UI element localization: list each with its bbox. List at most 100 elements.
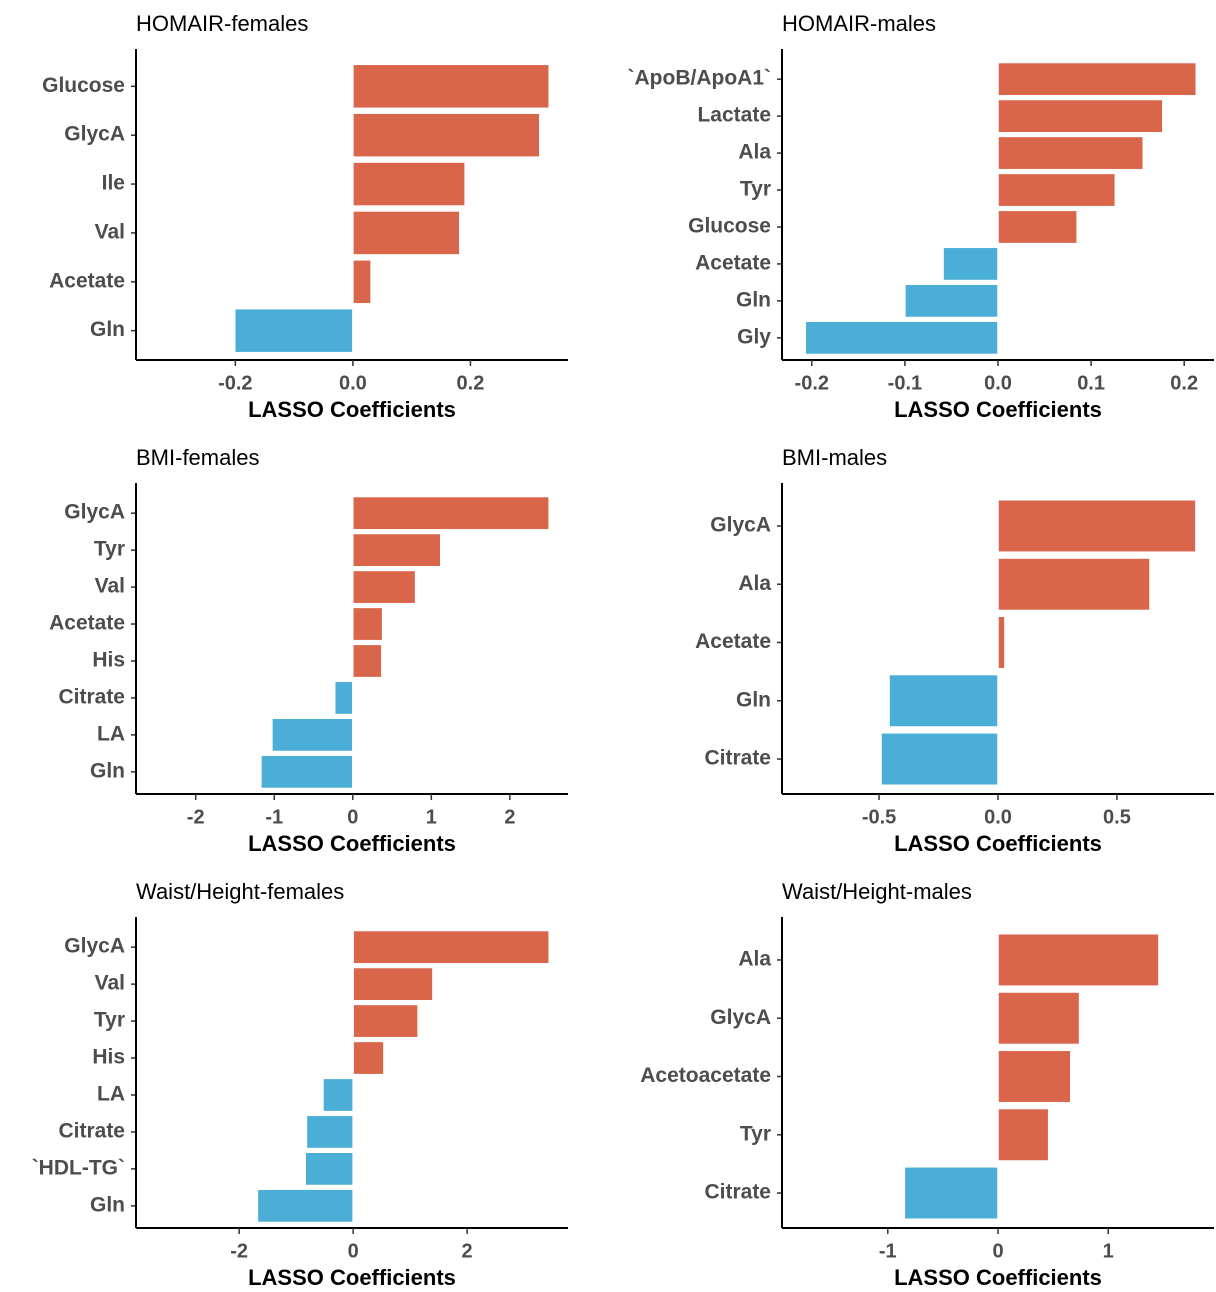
bar [352,643,383,679]
x-tick-label: 0 [992,1240,1003,1262]
y-tick-label: Gln [90,1193,125,1216]
bar [352,63,550,110]
y-tick-label: Gln [736,688,771,711]
y-tick-label: Citrate [58,685,125,708]
bar [997,98,1164,134]
y-tick-label: Val [95,220,125,243]
bar [997,172,1117,208]
x-tick-label: -0.5 [862,806,896,828]
y-tick-label: Citrate [58,1119,125,1142]
x-tick-label: -1 [879,1240,897,1262]
panel-title: HOMAIR-males [782,11,936,36]
y-tick-label: LA [97,722,125,745]
y-tick-label: Acetate [49,269,125,292]
x-tick-label: 1 [1103,1240,1114,1262]
x-tick-label: -0.2 [218,372,252,394]
bar [997,932,1160,987]
bar [804,320,999,356]
panel-title: HOMAIR-females [136,11,308,36]
y-tick-label: GlycA [64,501,125,524]
x-tick-label: 0.1 [1077,372,1105,394]
bar [352,259,372,305]
y-tick-label: Ala [738,948,771,971]
y-tick-label: GlycA [64,935,125,958]
x-tick-label: 0.2 [1170,372,1198,394]
bar [997,135,1144,171]
y-tick-label: His [92,1046,125,1069]
y-tick-label: Ala [738,141,771,164]
y-tick-label: GlycA [710,1006,771,1029]
bar [997,557,1151,612]
y-tick-label: His [92,649,125,672]
bar [997,61,1198,97]
y-tick-label: GlycA [64,123,125,146]
x-tick-label: 0 [347,806,358,828]
bar [997,615,1006,670]
bar [352,161,466,207]
bar [333,680,354,716]
panel-title: BMI-females [136,445,259,470]
bar [322,1077,354,1113]
x-tick-label: 0 [348,1240,359,1262]
y-tick-label: Acetate [695,630,771,653]
bar [352,929,550,965]
y-tick-label: Acetoacetate [640,1064,771,1087]
y-tick-label: Val [95,575,125,598]
bar [880,732,999,787]
bar [997,498,1197,553]
y-tick-label: Tyr [740,178,771,201]
y-tick-label: Citrate [704,747,771,770]
y-tick-label: Tyr [94,538,125,561]
bar [304,1151,354,1187]
y-tick-label: `ApoB/ApoA1` [628,67,771,90]
x-tick-label: 2 [504,806,515,828]
panel-title: Waist/Height-males [782,879,972,904]
x-axis-label: LASSO Coefficients [894,1265,1102,1290]
bar [352,1040,385,1076]
x-tick-label: 0.5 [1103,806,1131,828]
y-tick-label: Tyr [740,1122,771,1145]
bar [352,495,550,531]
x-tick-label: -0.2 [795,372,829,394]
bar [997,1049,1072,1104]
bar [233,307,354,354]
y-tick-label: Val [95,972,125,995]
bar [352,532,442,568]
x-tick-label: 0.0 [984,806,1012,828]
x-tick-label: -1 [265,806,283,828]
y-tick-label: Lactate [697,104,771,127]
y-tick-label: Acetate [695,251,771,274]
bar [352,966,434,1002]
y-tick-label: Ile [102,172,125,195]
x-axis-label: LASSO Coefficients [894,397,1102,422]
bar [256,1188,354,1224]
y-tick-label: Glucose [42,74,125,97]
x-tick-label: 0.0 [984,372,1012,394]
panel-title: BMI-males [782,445,887,470]
bar [352,112,541,158]
bar [271,717,354,753]
y-tick-label: Gln [736,288,771,311]
y-tick-label: GlycA [710,514,771,537]
y-tick-label: LA [97,1083,125,1106]
bar [305,1114,354,1150]
x-tick-label: -0.1 [888,372,922,394]
y-tick-label: Citrate [704,1181,771,1204]
x-tick-label: 1 [426,806,437,828]
x-axis-label: LASSO Coefficients [248,397,456,422]
x-tick-label: 2 [462,1240,473,1262]
x-tick-label: -2 [230,1240,248,1262]
bar [904,283,999,319]
y-tick-label: Acetate [49,612,125,635]
bar [352,569,417,605]
y-tick-label: Glucose [688,215,771,238]
x-axis-label: LASSO Coefficients [248,831,456,856]
x-axis-label: LASSO Coefficients [248,1265,456,1290]
x-tick-label: -2 [187,806,205,828]
bar [997,209,1078,245]
y-tick-label: Gly [737,325,771,348]
x-tick-label: 0.2 [457,372,485,394]
y-tick-label: Gln [90,759,125,782]
y-tick-label: Gln [90,318,125,341]
bar [997,991,1081,1046]
